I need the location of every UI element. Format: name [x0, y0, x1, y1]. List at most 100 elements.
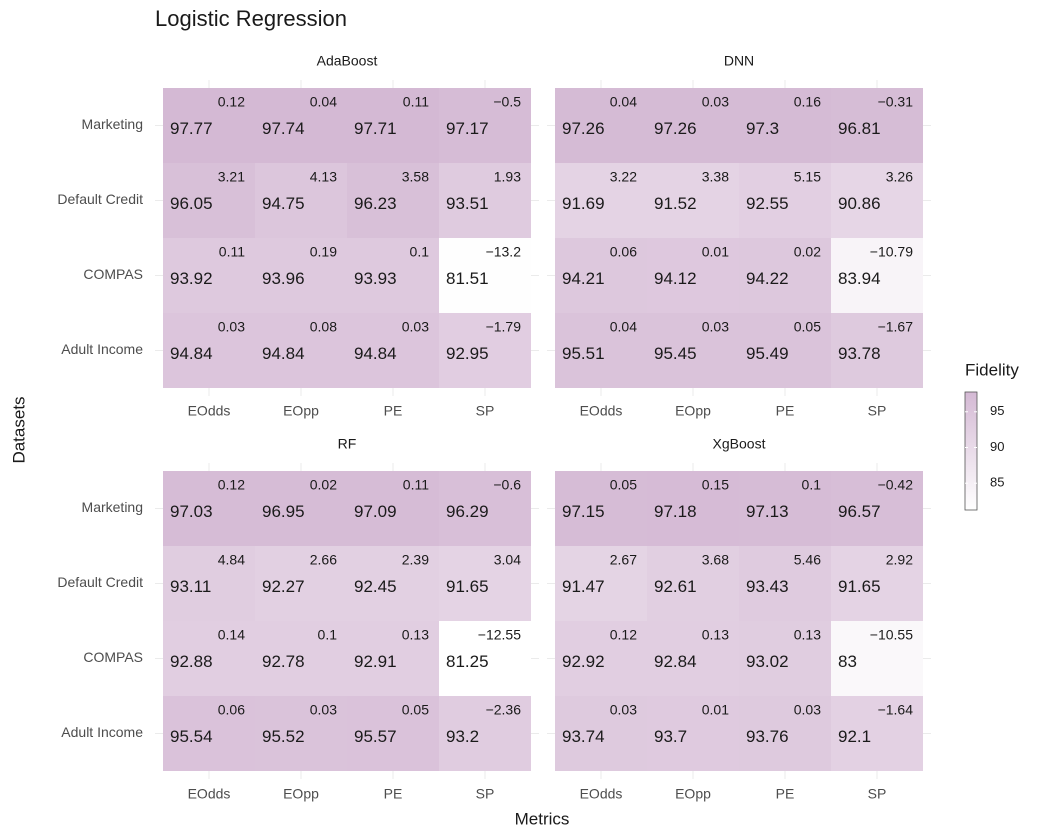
heatmap-cell [831, 621, 923, 696]
chart-title: Logistic Regression [155, 6, 347, 31]
heatmap-cell [739, 313, 831, 388]
cell-delta: −0.6 [493, 477, 521, 493]
cell-value: 93.51 [446, 194, 489, 213]
cell-delta: 1.93 [494, 169, 521, 185]
heatmap-cell [163, 696, 255, 771]
cell-value: 97.3 [746, 119, 779, 138]
cell-delta: 0.04 [610, 94, 637, 110]
legend-title: Fidelity [965, 360, 1019, 379]
facet-title: RF [338, 436, 357, 452]
cell-delta: −13.2 [486, 244, 522, 260]
cell-value: 91.52 [654, 194, 697, 213]
heatmap-cell [347, 696, 439, 771]
cell-delta: −10.79 [870, 244, 913, 260]
cell-value: 92.27 [262, 577, 305, 596]
cell-value: 93.93 [354, 269, 397, 288]
cell-delta: 0.16 [794, 94, 821, 110]
heatmap-cell [255, 696, 347, 771]
x-tick-label: SP [476, 786, 495, 802]
colorbar-label: 95 [990, 403, 1004, 418]
cell-value: 94.75 [262, 194, 305, 213]
cell-delta: −1.64 [878, 702, 914, 718]
cell-delta: 0.04 [310, 94, 337, 110]
cell-delta: 0.04 [610, 319, 637, 335]
heatmap-cell [739, 163, 831, 238]
cell-delta: 0.13 [794, 627, 821, 643]
cell-value: 94.84 [170, 344, 213, 363]
cell-delta: 0.02 [794, 244, 821, 260]
x-tick-label: EOdds [188, 786, 231, 802]
heatmap-cell [831, 88, 923, 163]
x-tick-label: PE [384, 403, 403, 419]
cell-value: 97.74 [262, 119, 305, 138]
y-tick-label: COMPAS [83, 266, 143, 282]
cell-value: 97.09 [354, 502, 397, 521]
x-tick-label: EOpp [283, 403, 319, 419]
x-tick-label: PE [384, 786, 403, 802]
cell-value: 92.91 [354, 652, 397, 671]
heatmap-cell [739, 88, 831, 163]
heatmap-cell [647, 313, 739, 388]
cell-value: 92.1 [838, 727, 871, 746]
cell-delta: 0.12 [218, 477, 245, 493]
heatmap-cell [831, 546, 923, 621]
cell-value: 91.65 [446, 577, 489, 596]
facet-title: AdaBoost [317, 53, 378, 69]
cell-delta: 0.03 [702, 94, 729, 110]
cell-delta: 4.84 [218, 552, 245, 568]
cell-delta: 2.92 [886, 552, 913, 568]
heatmap-cell [163, 313, 255, 388]
cell-value: 96.29 [446, 502, 489, 521]
cell-delta: 0.03 [310, 702, 337, 718]
heatmap-cell [255, 621, 347, 696]
cell-delta: 0.13 [402, 627, 429, 643]
cell-delta: −0.31 [878, 94, 914, 110]
cell-value: 90.86 [838, 194, 881, 213]
cell-value: 93.74 [562, 727, 605, 746]
cell-value: 94.84 [354, 344, 397, 363]
cell-value: 96.57 [838, 502, 881, 521]
heatmap-cell [739, 471, 831, 546]
cell-value: 81.51 [446, 269, 489, 288]
cell-delta: 0.03 [702, 319, 729, 335]
cell-delta: 0.05 [402, 702, 429, 718]
x-tick-label: PE [776, 403, 795, 419]
cell-value: 92.84 [654, 652, 697, 671]
cell-delta: −2.36 [486, 702, 522, 718]
cell-delta: 0.03 [610, 702, 637, 718]
heatmap-cell [831, 238, 923, 313]
cell-value: 96.81 [838, 119, 881, 138]
heatmap-cell [647, 546, 739, 621]
facet-title: DNN [724, 53, 754, 69]
cell-delta: 0.06 [610, 244, 637, 260]
cell-delta: 3.58 [402, 169, 429, 185]
heatmap-cell [739, 621, 831, 696]
heatmap-cell [347, 313, 439, 388]
y-tick-label: Default Credit [57, 574, 143, 590]
y-tick-label: Adult Income [61, 341, 143, 357]
heatmap-cell [347, 238, 439, 313]
heatmap-cell [555, 546, 647, 621]
cell-value: 96.05 [170, 194, 213, 213]
cell-delta: 0.05 [794, 319, 821, 335]
cell-value: 97.77 [170, 119, 213, 138]
x-tick-label: SP [476, 403, 495, 419]
heatmap-cell [555, 238, 647, 313]
cell-delta: 0.15 [702, 477, 729, 493]
cell-value: 83.94 [838, 269, 881, 288]
heatmap-cell [163, 471, 255, 546]
heatmap-cell [163, 238, 255, 313]
heatmap-cell [347, 471, 439, 546]
cell-value: 91.69 [562, 194, 605, 213]
cell-value: 91.65 [838, 577, 881, 596]
x-tick-label: EOdds [188, 403, 231, 419]
cell-value: 95.51 [562, 344, 605, 363]
heatmap-cell [831, 696, 923, 771]
cell-value: 94.84 [262, 344, 305, 363]
cell-value: 97.17 [446, 119, 489, 138]
cell-value: 93.11 [170, 577, 211, 596]
cell-value: 93.02 [746, 652, 789, 671]
heatmap-cell [439, 88, 531, 163]
cell-delta: 0.01 [702, 244, 729, 260]
cell-value: 92.45 [354, 577, 397, 596]
